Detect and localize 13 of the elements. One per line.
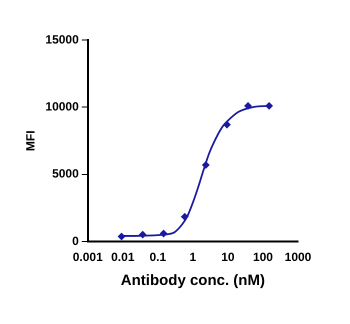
x-tick-label: 100 [252,250,274,264]
y-tick-label: 10000 [45,100,80,114]
y-axis-title: MFI [24,130,38,152]
x-tick-label: 10 [221,250,235,264]
x-tick-label: 1000 [284,250,312,264]
x-tick-label: 1 [190,250,197,264]
y-tick-label: 0 [72,234,80,248]
x-tick-label: 0.01 [111,250,135,264]
y-tick-label: 5000 [52,166,80,181]
x-axis-title: Antibody conc. (nM) [120,272,265,290]
y-tick-label: 15000 [45,32,80,46]
x-tick-label: 0.1 [150,250,167,264]
x-tick-label: 0.001 [72,250,104,264]
